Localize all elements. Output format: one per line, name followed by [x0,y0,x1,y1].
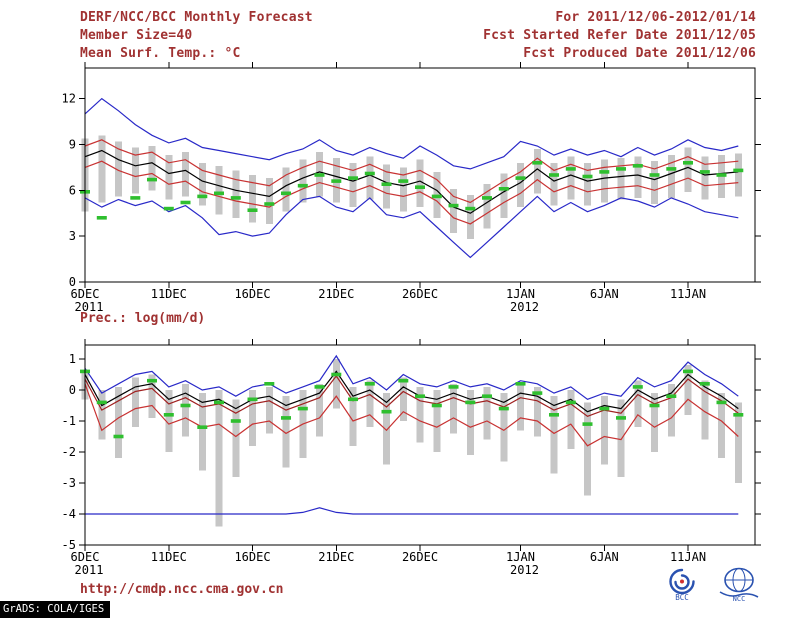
bcc-logo-label: BCC [675,593,689,602]
svg-text:0: 0 [69,275,76,289]
svg-text:1JAN: 1JAN [506,550,535,564]
ensemble-min-line [85,507,739,515]
header-line-3: Mean Surf. Temp.: °C Fcst Produced Date … [80,46,756,61]
fcst-produced-date: Fcst Produced Date 2011/12/06 [523,46,756,61]
temperature-chart-title: Mean Surf. Temp.: °C [80,46,241,61]
svg-text:3: 3 [69,229,76,243]
lower-quartile-line [84,383,739,447]
svg-text:6DEC: 6DEC [71,550,100,564]
svg-text:-3: -3 [62,476,76,490]
svg-text:-2: -2 [62,445,76,459]
svg-text:1JAN: 1JAN [506,287,535,301]
bcc-logo-icon: BCC [669,568,695,602]
member-size-label: Member Size=40 [80,28,193,43]
ensemble-mean-line [84,149,739,214]
svg-text:26DEC: 26DEC [402,287,438,301]
ncc-logo-label: NCC [733,595,746,602]
axes-frame [79,62,761,288]
svg-text:11JAN: 11JAN [670,287,706,301]
ensemble-spread-bars [81,359,742,527]
ensemble-max-line [84,354,739,400]
precipitation-chart: 1 0 -1 -2 -3 -4 -5 6DEC 2011 11DEC 16DEC 21DEC 26DEC… [0,328,800,576]
svg-text:9: 9 [69,137,76,151]
upper-quartile-line [84,139,739,204]
svg-text:2011: 2011 [75,300,104,314]
svg-text:0: 0 [69,383,76,397]
svg-text:11DEC: 11DEC [151,287,187,301]
axes-frame [79,339,761,551]
svg-text:11JAN: 11JAN [670,550,706,564]
svg-text:16DEC: 16DEC [234,287,270,301]
svg-text:6JAN: 6JAN [590,550,619,564]
lower-quartile-line [84,160,739,225]
header-line-2: Member Size=40 Fcst Started Refer Date 2… [80,28,756,43]
svg-text:2012: 2012 [510,300,539,314]
svg-text:12: 12 [62,92,76,106]
svg-text:2011: 2011 [75,563,104,576]
svg-text:6DEC: 6DEC [71,287,100,301]
upper-quartile-line [84,374,739,417]
ensemble-max-line [84,97,739,170]
precipitation-chart-title: Prec.: log(mm/d) [80,311,206,326]
grads-credit-badge: GrADS: COLA/IGES [0,601,111,618]
logo-area: BCC NCC [664,566,762,602]
page-title: DERF/NCC/BCC Monthly Forecast [80,10,313,25]
fcst-refer-date: Fcst Started Refer Date 2011/12/05 [483,28,756,43]
ensemble-mean-line [84,370,739,413]
svg-text:-1: -1 [62,414,76,428]
forecast-period: For 2011/12/06-2012/01/14 [555,10,756,25]
temperature-chart: 0 3 6 9 12 6DEC 2011 11DEC 16DEC 21DEC 26DEC 1JAN 20… [0,60,800,318]
svg-text:-5: -5 [62,538,76,552]
svg-text:21DEC: 21DEC [318,287,354,301]
svg-text:16DEC: 16DEC [234,550,270,564]
ensemble-min-line [84,195,739,259]
svg-text:11DEC: 11DEC [151,550,187,564]
svg-text:26DEC: 26DEC [402,550,438,564]
site-url: http://cmdp.ncc.cma.gov.cn [80,582,284,597]
svg-text:-4: -4 [62,507,76,521]
svg-text:21DEC: 21DEC [318,550,354,564]
header-line-1: DERF/NCC/BCC Monthly Forecast For 2011/1… [80,10,756,25]
svg-text:6: 6 [69,183,76,197]
svg-text:2012: 2012 [510,563,539,576]
svg-text:1: 1 [69,352,76,366]
observations-markers [80,161,744,220]
observations-markers [80,369,744,439]
ncc-logo-icon: NCC [719,567,759,602]
svg-text:6JAN: 6JAN [590,287,619,301]
